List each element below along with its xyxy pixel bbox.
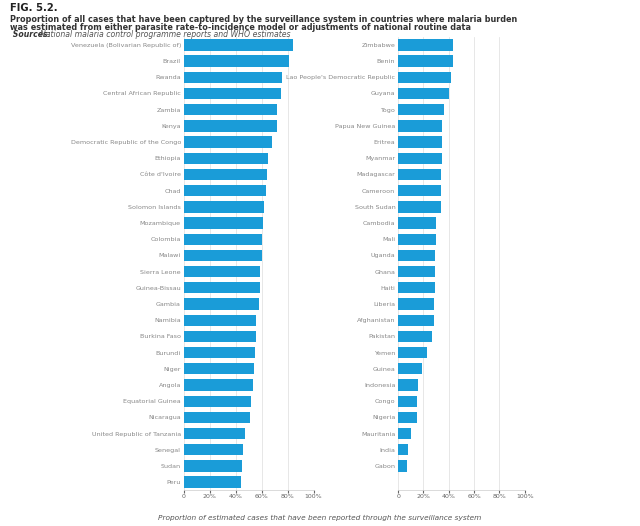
Bar — [184, 217, 263, 229]
Bar — [184, 444, 243, 456]
Bar — [398, 250, 435, 261]
Bar — [398, 460, 407, 472]
Bar — [184, 250, 262, 261]
Bar — [398, 315, 433, 326]
Bar — [184, 153, 268, 164]
Bar — [398, 428, 411, 439]
Text: National malaria control programme reports and WHO estimates: National malaria control programme repor… — [40, 30, 290, 39]
Bar — [398, 379, 419, 391]
Bar — [398, 282, 435, 294]
Bar — [398, 217, 436, 229]
Bar — [184, 55, 289, 67]
Bar — [184, 104, 277, 115]
Bar — [398, 396, 417, 407]
Bar — [398, 298, 433, 310]
Bar — [398, 347, 428, 358]
Bar — [398, 412, 417, 423]
Bar — [184, 363, 254, 375]
Bar — [184, 412, 250, 423]
Bar — [184, 185, 266, 196]
Text: was estimated from either parasite rate-to-incidence model or adjustments of nat: was estimated from either parasite rate-… — [10, 23, 470, 32]
Bar — [184, 477, 241, 488]
Bar — [398, 201, 441, 213]
Bar — [398, 185, 441, 196]
Bar — [184, 379, 253, 391]
Bar — [398, 55, 452, 67]
Bar — [184, 266, 260, 277]
Bar — [184, 347, 255, 358]
Bar — [398, 363, 422, 375]
Bar — [398, 331, 432, 342]
Text: Proportion of all cases that have been captured by the surveillance system in co: Proportion of all cases that have been c… — [10, 15, 517, 24]
Bar — [398, 104, 444, 115]
Text: FIG. 5.2.: FIG. 5.2. — [10, 3, 57, 13]
Bar — [398, 234, 436, 245]
Bar — [398, 169, 441, 180]
Text: Sources:: Sources: — [10, 30, 51, 39]
Bar — [398, 136, 442, 148]
Bar — [184, 315, 257, 326]
Bar — [398, 444, 408, 456]
Bar — [184, 120, 277, 132]
Bar — [184, 428, 244, 439]
Bar — [184, 298, 259, 310]
Bar — [184, 72, 282, 83]
Bar — [398, 88, 449, 99]
Bar — [184, 169, 267, 180]
Bar — [398, 266, 435, 277]
Bar — [184, 136, 272, 148]
Bar — [184, 201, 264, 213]
Bar — [184, 282, 260, 294]
Bar — [398, 39, 452, 50]
Bar — [398, 153, 442, 164]
Bar — [184, 460, 242, 472]
Bar — [184, 234, 262, 245]
Bar — [184, 88, 281, 99]
Bar — [184, 331, 257, 342]
Bar — [184, 39, 293, 50]
Bar — [398, 120, 442, 132]
Bar — [184, 396, 252, 407]
Text: Proportion of estimated cases that have been reported through the surveillance s: Proportion of estimated cases that have … — [158, 514, 482, 521]
Bar — [398, 72, 451, 83]
